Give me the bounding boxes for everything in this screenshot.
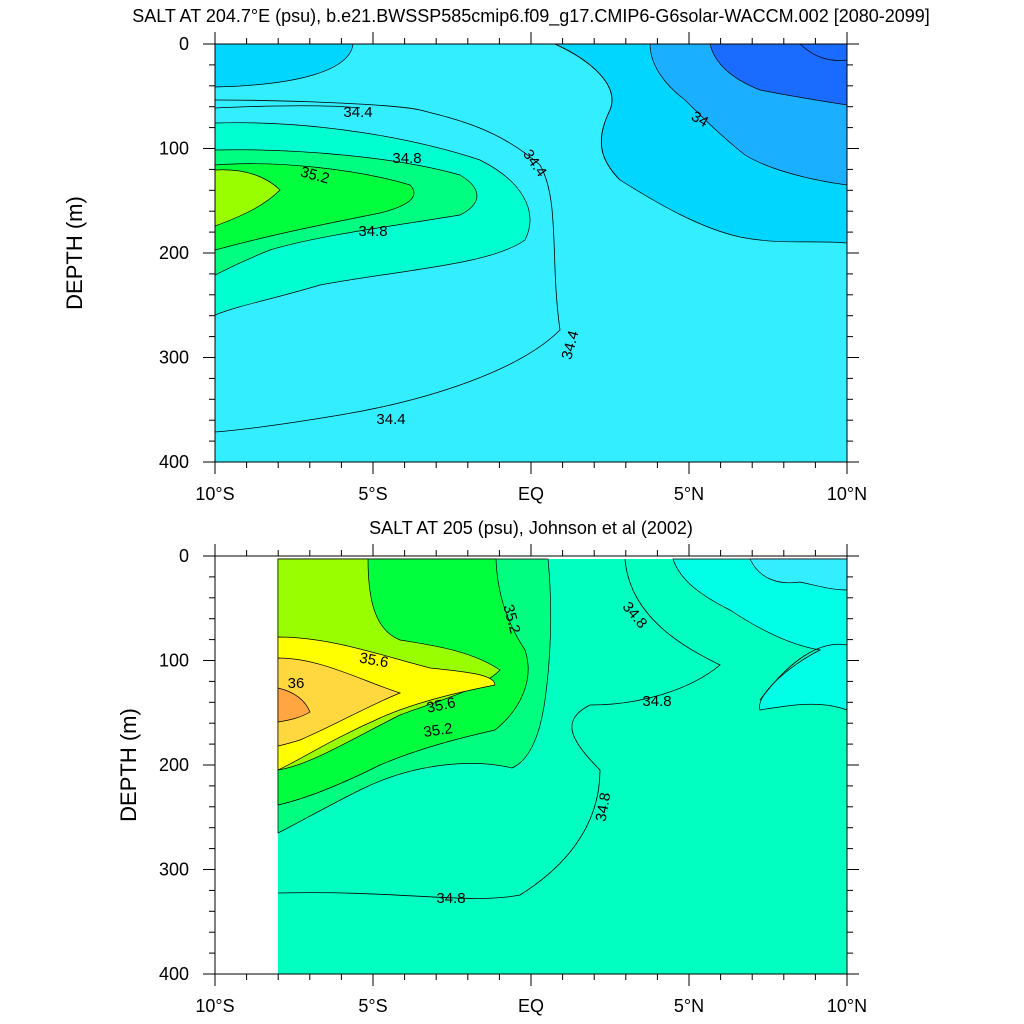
top-contour-lines <box>215 44 621 433</box>
bottom-contour-label: 36 <box>288 675 305 692</box>
bottom-panel: SALT AT 205 (psu), Johnson et al (2002) … <box>116 518 867 1016</box>
top-contour-label: 35.2 <box>299 163 332 187</box>
bottom-x-tick-label: 10°N <box>827 996 867 1016</box>
bottom-y-axis-label: DEPTH (m) <box>116 708 141 822</box>
top-contour-label: 34.4 <box>376 411 405 428</box>
bottom-x-tick-label: 5°N <box>674 996 704 1016</box>
top-fill-freshest-north <box>709 44 847 106</box>
top-y-tick-label: 200 <box>159 243 189 263</box>
top-y-tick-label: 300 <box>159 348 189 368</box>
top-y-tick-label: 400 <box>159 452 189 472</box>
top-y-tick-label: 0 <box>179 34 189 54</box>
top-contour-fills <box>215 44 847 462</box>
bottom-contour-label: 35.6 <box>425 694 457 717</box>
bottom-axes: 10°S 5°S EQ 5°N 10°N 0 100 200 300 400 <box>159 544 867 1016</box>
bottom-contour-label: 34.8 <box>593 791 615 823</box>
bottom-contour-label: 34.8 <box>436 890 465 907</box>
bottom-y-tick-label: 300 <box>159 860 189 880</box>
bottom-contour-lines <box>277 558 847 899</box>
top-fill-deep-north <box>799 44 847 61</box>
bottom-fill-34-4-north <box>672 558 847 711</box>
bottom-y-tick-label: 0 <box>179 546 189 566</box>
top-contour-label: 34.8 <box>392 150 421 167</box>
bottom-contour-line-34-8 <box>277 558 721 899</box>
bottom-y-tick-label: 100 <box>159 651 189 671</box>
top-contour-label: 34.8 <box>358 223 387 240</box>
bottom-contour-label: 35.6 <box>358 650 390 672</box>
bottom-y-tick-label: 400 <box>159 964 189 984</box>
top-contour-label: 34 <box>688 108 711 131</box>
bottom-contour-label: 35.2 <box>500 603 524 636</box>
bottom-y-tick-label: 200 <box>159 755 189 775</box>
bottom-fill-34-0-north <box>749 558 847 591</box>
top-contour-label: 34.4 <box>558 329 582 362</box>
bottom-x-tick-label: 10°S <box>195 996 234 1016</box>
top-contour-line-34-4-left <box>215 105 361 109</box>
top-y-tick-label: 100 <box>159 139 189 159</box>
bottom-fill-36-8 <box>277 657 402 747</box>
bottom-contour-label: 34.8 <box>642 693 671 710</box>
top-contour-line-right <box>554 44 621 181</box>
top-panel: SALT AT 204.7°E (psu), b.e21.BWSSP585cmi… <box>62 6 930 504</box>
top-contour-labels: 34.4 34.8 35.2 34.8 34.4 34 34.4 34.4 <box>299 104 712 428</box>
top-x-tick-label: 10°N <box>827 484 867 504</box>
bottom-fill-37-2 <box>277 687 311 723</box>
top-y-axis-label: DEPTH (m) <box>62 196 87 310</box>
top-x-tick-label: 5°N <box>674 484 704 504</box>
top-x-tick-label: 5°S <box>358 484 387 504</box>
top-contour-line-34-4-upper <box>215 99 561 433</box>
bottom-x-tick-label: EQ <box>518 996 544 1016</box>
top-x-tick-label: 10°S <box>195 484 234 504</box>
top-fill-36 <box>215 169 281 227</box>
bottom-x-tick-label: 5°S <box>358 996 387 1016</box>
top-x-tick-label: EQ <box>518 484 544 504</box>
bottom-panel-title: SALT AT 205 (psu), Johnson et al (2002) <box>369 518 693 538</box>
top-panel-title: SALT AT 204.7°E (psu), b.e21.BWSSP585cmi… <box>132 6 930 27</box>
top-contour-label: 34.4 <box>343 104 372 121</box>
top-fill-fresh-left <box>215 44 354 88</box>
bottom-contour-label: 35.2 <box>422 720 453 741</box>
bottom-contour-fills <box>277 558 847 974</box>
bottom-contour-line-north <box>759 643 847 701</box>
top-axes: 10°S 5°S EQ 5°N 10°N 0 100 200 300 400 <box>159 32 867 504</box>
